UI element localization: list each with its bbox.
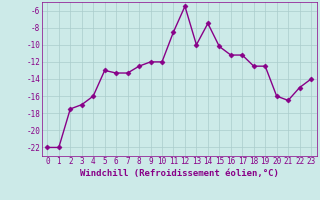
X-axis label: Windchill (Refroidissement éolien,°C): Windchill (Refroidissement éolien,°C) (80, 169, 279, 178)
